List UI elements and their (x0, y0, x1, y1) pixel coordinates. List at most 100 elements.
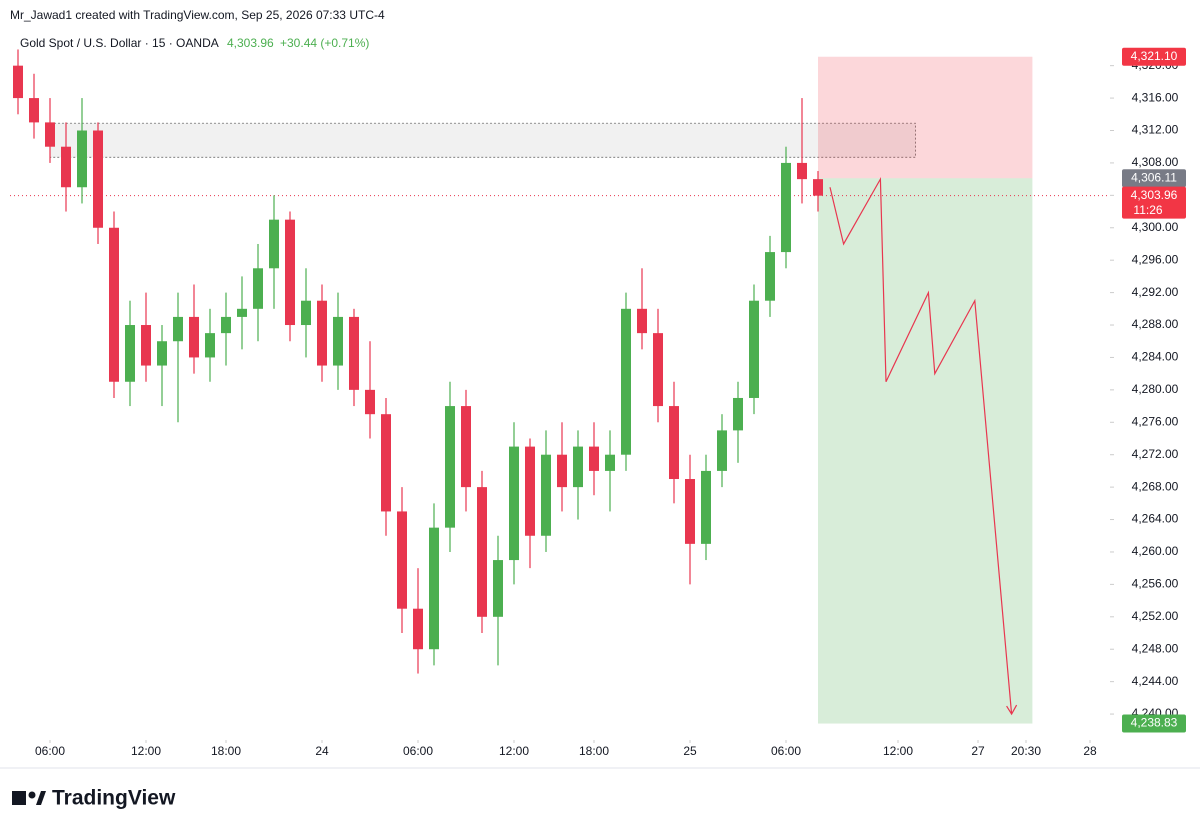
candle-body (717, 430, 727, 471)
candle-body (477, 487, 487, 617)
last-price-box (1122, 186, 1186, 219)
y-tick-label: 4,264.00 (1132, 512, 1179, 526)
x-tick-label: 20:30 (1011, 744, 1041, 758)
candle-body (669, 406, 679, 480)
y-tick-label: 4,244.00 (1132, 674, 1179, 688)
stop-label: 4,321.10 (1131, 49, 1178, 63)
plot (10, 49, 1110, 724)
y-tick-label: 4,256.00 (1132, 577, 1179, 591)
y-tick-label: 4,260.00 (1132, 544, 1179, 558)
candle-body (381, 414, 391, 512)
candle-body (77, 130, 87, 188)
projection-line (829, 176, 1013, 715)
candle-body (525, 446, 535, 536)
candle-body (781, 162, 791, 253)
candle-body (333, 316, 343, 366)
candle-body (45, 122, 55, 147)
candle-body (301, 300, 311, 326)
candle-body (157, 341, 167, 366)
x-tick-label: 28 (1083, 744, 1097, 758)
candle-body (317, 300, 327, 366)
candle-body (653, 333, 663, 407)
entry-label-box (1122, 169, 1186, 188)
y-tick-label: 4,300.00 (1132, 220, 1179, 234)
x-tick-label: 18:00 (211, 744, 241, 758)
y-tick-label: 4,292.00 (1132, 285, 1179, 299)
candle-body (189, 316, 199, 358)
price-change: +30.44 (+0.71%) (280, 36, 369, 50)
candle-body (29, 98, 39, 123)
y-tick-label: 4,284.00 (1132, 350, 1179, 364)
candle-body (461, 406, 471, 488)
candle-body (365, 389, 375, 415)
last-price-label: 4,303.96 (1131, 188, 1178, 202)
x-tick-label: 25 (683, 744, 697, 758)
candle-body (141, 325, 151, 366)
candle-body (237, 308, 247, 317)
candle-body (557, 454, 567, 488)
candle-body (285, 219, 295, 326)
symbol-title: Gold Spot / U.S. Dollar · 15 · OANDA (20, 36, 219, 50)
x-tick-label: 12:00 (131, 744, 161, 758)
candle-body (429, 527, 439, 650)
candle-body (749, 300, 759, 398)
y-tick-label: 4,248.00 (1132, 641, 1179, 655)
candle-body (173, 316, 183, 342)
projection-arrow (1006, 704, 1018, 716)
candle-body (109, 227, 119, 382)
y-tick-label: 4,288.00 (1132, 317, 1179, 331)
candle-body (541, 454, 551, 536)
y-tick-label: 4,268.00 (1132, 479, 1179, 493)
candle-body (637, 308, 647, 334)
candle-body (413, 608, 423, 650)
y-tick-label: 4,272.00 (1132, 447, 1179, 461)
target-label: 4,238.83 (1131, 716, 1178, 730)
x-tick-label: 18:00 (579, 744, 609, 758)
y-tick-label: 4,316.00 (1132, 90, 1179, 104)
candle-body (13, 65, 23, 99)
candle-body (813, 179, 823, 196)
candle-body (733, 397, 743, 431)
candle-body (573, 446, 583, 488)
candle-body (493, 560, 503, 617)
candle-body (797, 162, 807, 180)
target-label-box (1122, 714, 1186, 733)
countdown: 11:26 (1133, 203, 1162, 217)
candle-body (221, 316, 231, 334)
candle-body (509, 446, 519, 561)
candle-body (349, 316, 359, 390)
brand-logo (12, 791, 46, 805)
y-tick-label: 4,312.00 (1132, 123, 1179, 137)
candle-body (253, 268, 263, 309)
candle-body (269, 219, 279, 269)
candle-body (605, 454, 615, 471)
candle-body (61, 146, 71, 188)
entry-label: 4,306.11 (1131, 170, 1177, 184)
x-tick-label: 06:00 (771, 744, 801, 758)
candle-body (205, 333, 215, 358)
y-tick-label: 4,276.00 (1132, 414, 1179, 428)
x-tick-label: 06:00 (403, 744, 433, 758)
attribution: Mr_Jawad1 created with TradingView.com, … (10, 8, 385, 22)
last-price: 4,303.96 (227, 36, 274, 50)
x-tick-label: 24 (315, 744, 329, 758)
candle-body (765, 252, 775, 301)
stop-zone (818, 56, 1033, 179)
candle-body (397, 511, 407, 609)
candle-body (701, 470, 711, 544)
candle-body (445, 406, 455, 528)
stop-label-box (1122, 47, 1186, 66)
target-zone (818, 178, 1033, 724)
x-tick-label: 12:00 (499, 744, 529, 758)
x-tick-label: 27 (971, 744, 985, 758)
supply-zone (49, 122, 916, 158)
y-tick-label: 4,296.00 (1132, 252, 1179, 266)
y-tick-label: 4,308.00 (1132, 155, 1179, 169)
y-tick-label: 4,252.00 (1132, 609, 1179, 623)
candle-body (125, 325, 135, 382)
brand: TradingView (52, 787, 176, 810)
x-tick-label: 12:00 (883, 744, 913, 758)
candle-body (93, 130, 103, 228)
y-tick-label: 4,280.00 (1132, 382, 1179, 396)
